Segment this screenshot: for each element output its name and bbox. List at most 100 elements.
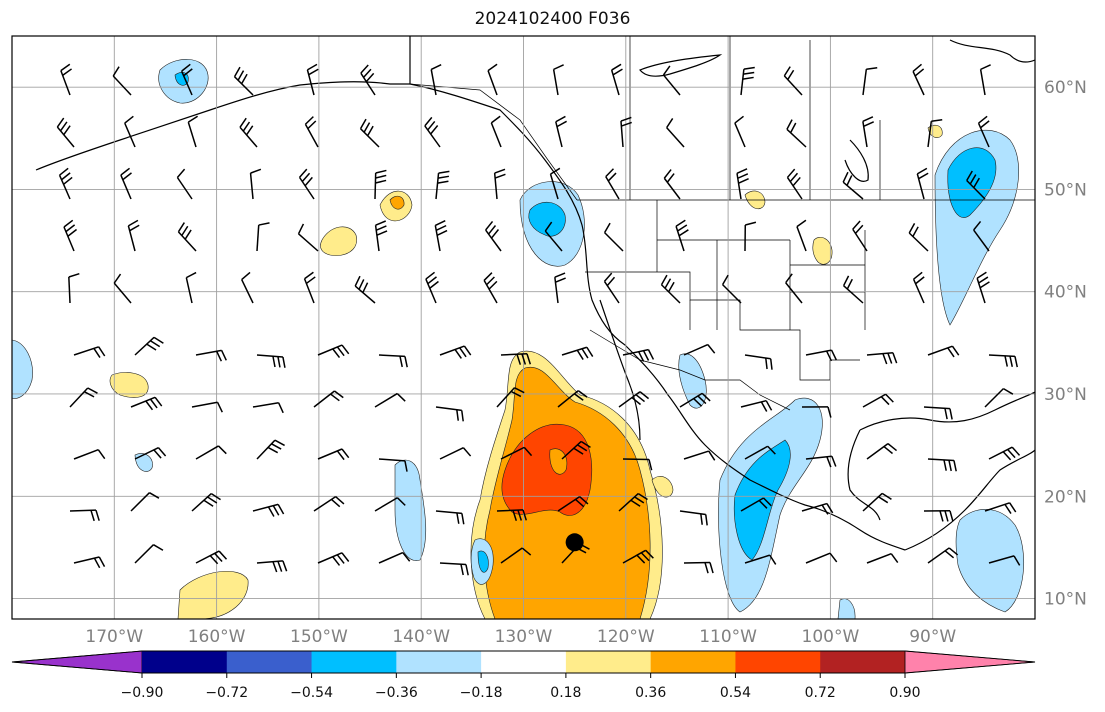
wind-barb — [927, 458, 957, 472]
lon-tick-label: 170°W — [85, 627, 143, 647]
wind-barb — [796, 219, 807, 252]
wind-barb — [378, 354, 408, 368]
wind-barb — [304, 116, 319, 148]
wind-barb — [744, 354, 773, 370]
wind-barb — [984, 502, 1017, 514]
lat-axis-labels: 10°N 20°N 30°N 40°N 50°N 60°N — [1044, 78, 1087, 609]
colorbar-tick-label: 0.36 — [635, 685, 666, 701]
coastlines — [35, 36, 1035, 551]
wind-barb — [979, 64, 991, 96]
wind-barb — [862, 116, 875, 148]
wind-barb — [605, 168, 620, 200]
wind-barb — [801, 406, 832, 418]
wind-barb — [374, 497, 406, 512]
wind-barb — [496, 387, 525, 408]
wind-barb — [233, 66, 254, 96]
positive-anomaly-region — [389, 195, 405, 210]
positive-anomaly-region — [812, 237, 833, 265]
wind-barb — [303, 271, 316, 304]
lat-tick-label: 10°N — [1044, 590, 1087, 610]
wind-barb — [425, 271, 439, 304]
wind-barb — [430, 64, 442, 96]
wind-barb — [359, 118, 380, 148]
wind-barb — [683, 561, 714, 574]
wind-barb — [544, 221, 563, 252]
wind-barb — [610, 63, 623, 96]
wind-barb — [374, 392, 406, 408]
wind-barb — [317, 448, 350, 461]
wind-barb — [785, 273, 803, 304]
colorbar-tick-label: 0.72 — [805, 685, 836, 701]
wind-barb — [852, 220, 868, 252]
wind-barb — [916, 167, 929, 200]
wind-barb — [862, 492, 892, 512]
wind-barb — [740, 399, 773, 412]
wind-barb — [622, 348, 655, 362]
wind-barb — [191, 492, 221, 512]
negative-anomaly-region — [12, 339, 33, 399]
wind-barb — [976, 271, 990, 304]
positive-anomaly-region — [109, 372, 149, 398]
wind-barb — [60, 63, 73, 96]
wind-barb — [113, 273, 132, 304]
wind-barb — [675, 219, 689, 252]
lon-tick-label: 100°W — [802, 627, 860, 647]
wind-barb — [549, 167, 561, 200]
wind-barb — [977, 115, 990, 148]
wind-barb — [195, 445, 227, 460]
wind-barb — [360, 64, 376, 96]
wind-barb — [679, 510, 708, 526]
wind-barb — [439, 447, 472, 460]
wind-barb — [256, 439, 285, 460]
wind-barb — [912, 271, 925, 304]
colorbar-tick-label: −0.72 — [205, 685, 248, 701]
wind-barb — [127, 219, 140, 252]
shaded-field — [12, 59, 1024, 619]
lon-tick-label: 140°W — [392, 627, 450, 647]
wind-barb — [187, 115, 199, 148]
wind-barb — [313, 496, 345, 512]
wind-barb — [744, 445, 776, 460]
wind-barb — [740, 66, 755, 96]
wind-barb — [988, 555, 1021, 566]
colorbar-tick-label: −0.18 — [460, 685, 503, 701]
colorbar-tick-label: 0.18 — [550, 685, 581, 701]
wind-barb — [660, 274, 681, 304]
wind-barb — [241, 271, 254, 304]
wind-barb — [740, 497, 772, 512]
wind-barb — [912, 63, 925, 96]
wind-barb — [721, 274, 742, 304]
wind-barb — [435, 170, 450, 200]
wind-barb — [923, 510, 954, 522]
colorbar-tick-label: −0.36 — [375, 685, 418, 701]
wind-barb — [56, 117, 75, 148]
wind-barb — [63, 219, 78, 252]
wind-barb — [622, 549, 654, 564]
wind-barb — [439, 345, 472, 359]
gridlines — [12, 36, 1035, 619]
wind-barb — [973, 220, 990, 252]
wind-barb — [561, 440, 591, 460]
wind-barb — [862, 393, 894, 408]
wind-barb — [603, 272, 620, 304]
wind-barb — [500, 446, 533, 460]
wind-barb — [927, 345, 960, 358]
wind-barb — [435, 510, 465, 525]
wind-barb — [805, 349, 838, 362]
wind-barb — [130, 396, 163, 411]
wind-barb — [988, 446, 1021, 461]
wind-barb — [786, 168, 803, 200]
lat-tick-label: 30°N — [1044, 385, 1087, 405]
wind-barb — [744, 221, 757, 252]
wind-barb — [317, 552, 350, 566]
wind-barbs — [56, 63, 1021, 576]
wind-barb — [842, 275, 864, 304]
wind-barb — [435, 406, 464, 422]
lon-tick-label: 150°W — [290, 627, 348, 647]
wind-barb — [297, 223, 319, 252]
wind-barb — [239, 117, 258, 148]
wind-barb — [180, 63, 193, 96]
wind-barb — [306, 63, 319, 96]
wind-barb — [988, 354, 1018, 368]
wind-barb — [554, 272, 566, 304]
